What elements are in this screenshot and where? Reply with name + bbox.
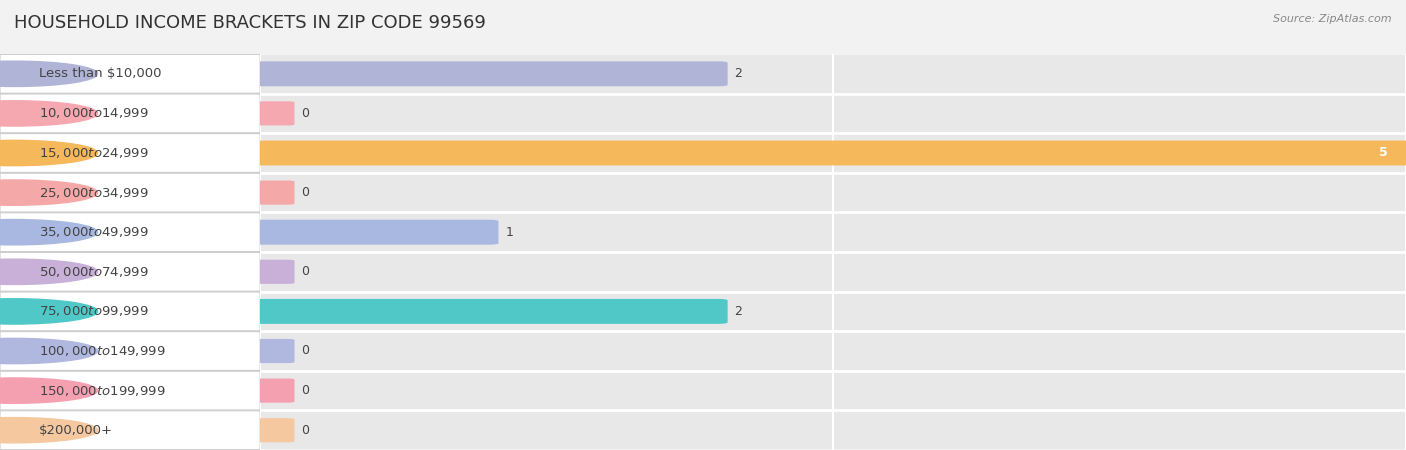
Text: $75,000 to $99,999: $75,000 to $99,999 [39,304,149,319]
FancyBboxPatch shape [260,332,1406,370]
FancyBboxPatch shape [253,101,294,126]
FancyBboxPatch shape [260,174,1406,212]
FancyBboxPatch shape [260,94,1406,132]
FancyBboxPatch shape [253,378,294,403]
Text: 0: 0 [301,345,309,357]
FancyBboxPatch shape [253,339,294,363]
Circle shape [0,338,97,364]
Circle shape [0,259,97,284]
Text: 2: 2 [734,68,742,80]
Circle shape [0,220,97,245]
Circle shape [0,101,97,126]
FancyBboxPatch shape [260,411,1406,449]
FancyBboxPatch shape [0,173,260,212]
FancyBboxPatch shape [250,299,728,324]
Circle shape [0,180,97,205]
Text: Less than $10,000: Less than $10,000 [39,68,162,80]
FancyBboxPatch shape [0,94,260,133]
Text: $50,000 to $74,999: $50,000 to $74,999 [39,265,149,279]
Circle shape [0,140,97,166]
Text: 2: 2 [734,305,742,318]
Text: 0: 0 [301,266,309,278]
FancyBboxPatch shape [0,213,260,252]
Text: $150,000 to $199,999: $150,000 to $199,999 [39,383,166,398]
FancyBboxPatch shape [0,134,260,172]
Text: 0: 0 [301,107,309,120]
Text: 0: 0 [301,424,309,436]
FancyBboxPatch shape [260,292,1406,330]
Circle shape [0,299,97,324]
FancyBboxPatch shape [250,140,1406,166]
Text: $100,000 to $149,999: $100,000 to $149,999 [39,344,166,358]
FancyBboxPatch shape [0,54,260,93]
FancyBboxPatch shape [250,220,499,245]
Text: 0: 0 [301,186,309,199]
FancyBboxPatch shape [0,252,260,291]
Circle shape [0,418,97,443]
FancyBboxPatch shape [253,180,294,205]
FancyBboxPatch shape [260,213,1406,251]
FancyBboxPatch shape [260,372,1406,410]
FancyBboxPatch shape [260,134,1406,172]
FancyBboxPatch shape [0,292,260,331]
Circle shape [0,61,97,86]
Text: $25,000 to $34,999: $25,000 to $34,999 [39,185,149,200]
Text: 5: 5 [1379,147,1388,159]
FancyBboxPatch shape [260,55,1406,93]
FancyBboxPatch shape [253,260,294,284]
FancyBboxPatch shape [0,371,260,410]
Text: $15,000 to $24,999: $15,000 to $24,999 [39,146,149,160]
Text: $10,000 to $14,999: $10,000 to $14,999 [39,106,149,121]
FancyBboxPatch shape [253,418,294,442]
FancyBboxPatch shape [250,61,728,86]
Circle shape [0,378,97,403]
FancyBboxPatch shape [260,253,1406,291]
Text: HOUSEHOLD INCOME BRACKETS IN ZIP CODE 99569: HOUSEHOLD INCOME BRACKETS IN ZIP CODE 99… [14,14,486,32]
Text: Source: ZipAtlas.com: Source: ZipAtlas.com [1274,14,1392,23]
Text: $200,000+: $200,000+ [39,424,112,436]
FancyBboxPatch shape [0,332,260,370]
Text: $35,000 to $49,999: $35,000 to $49,999 [39,225,149,239]
Text: 0: 0 [301,384,309,397]
Text: 1: 1 [505,226,513,239]
FancyBboxPatch shape [0,411,260,450]
